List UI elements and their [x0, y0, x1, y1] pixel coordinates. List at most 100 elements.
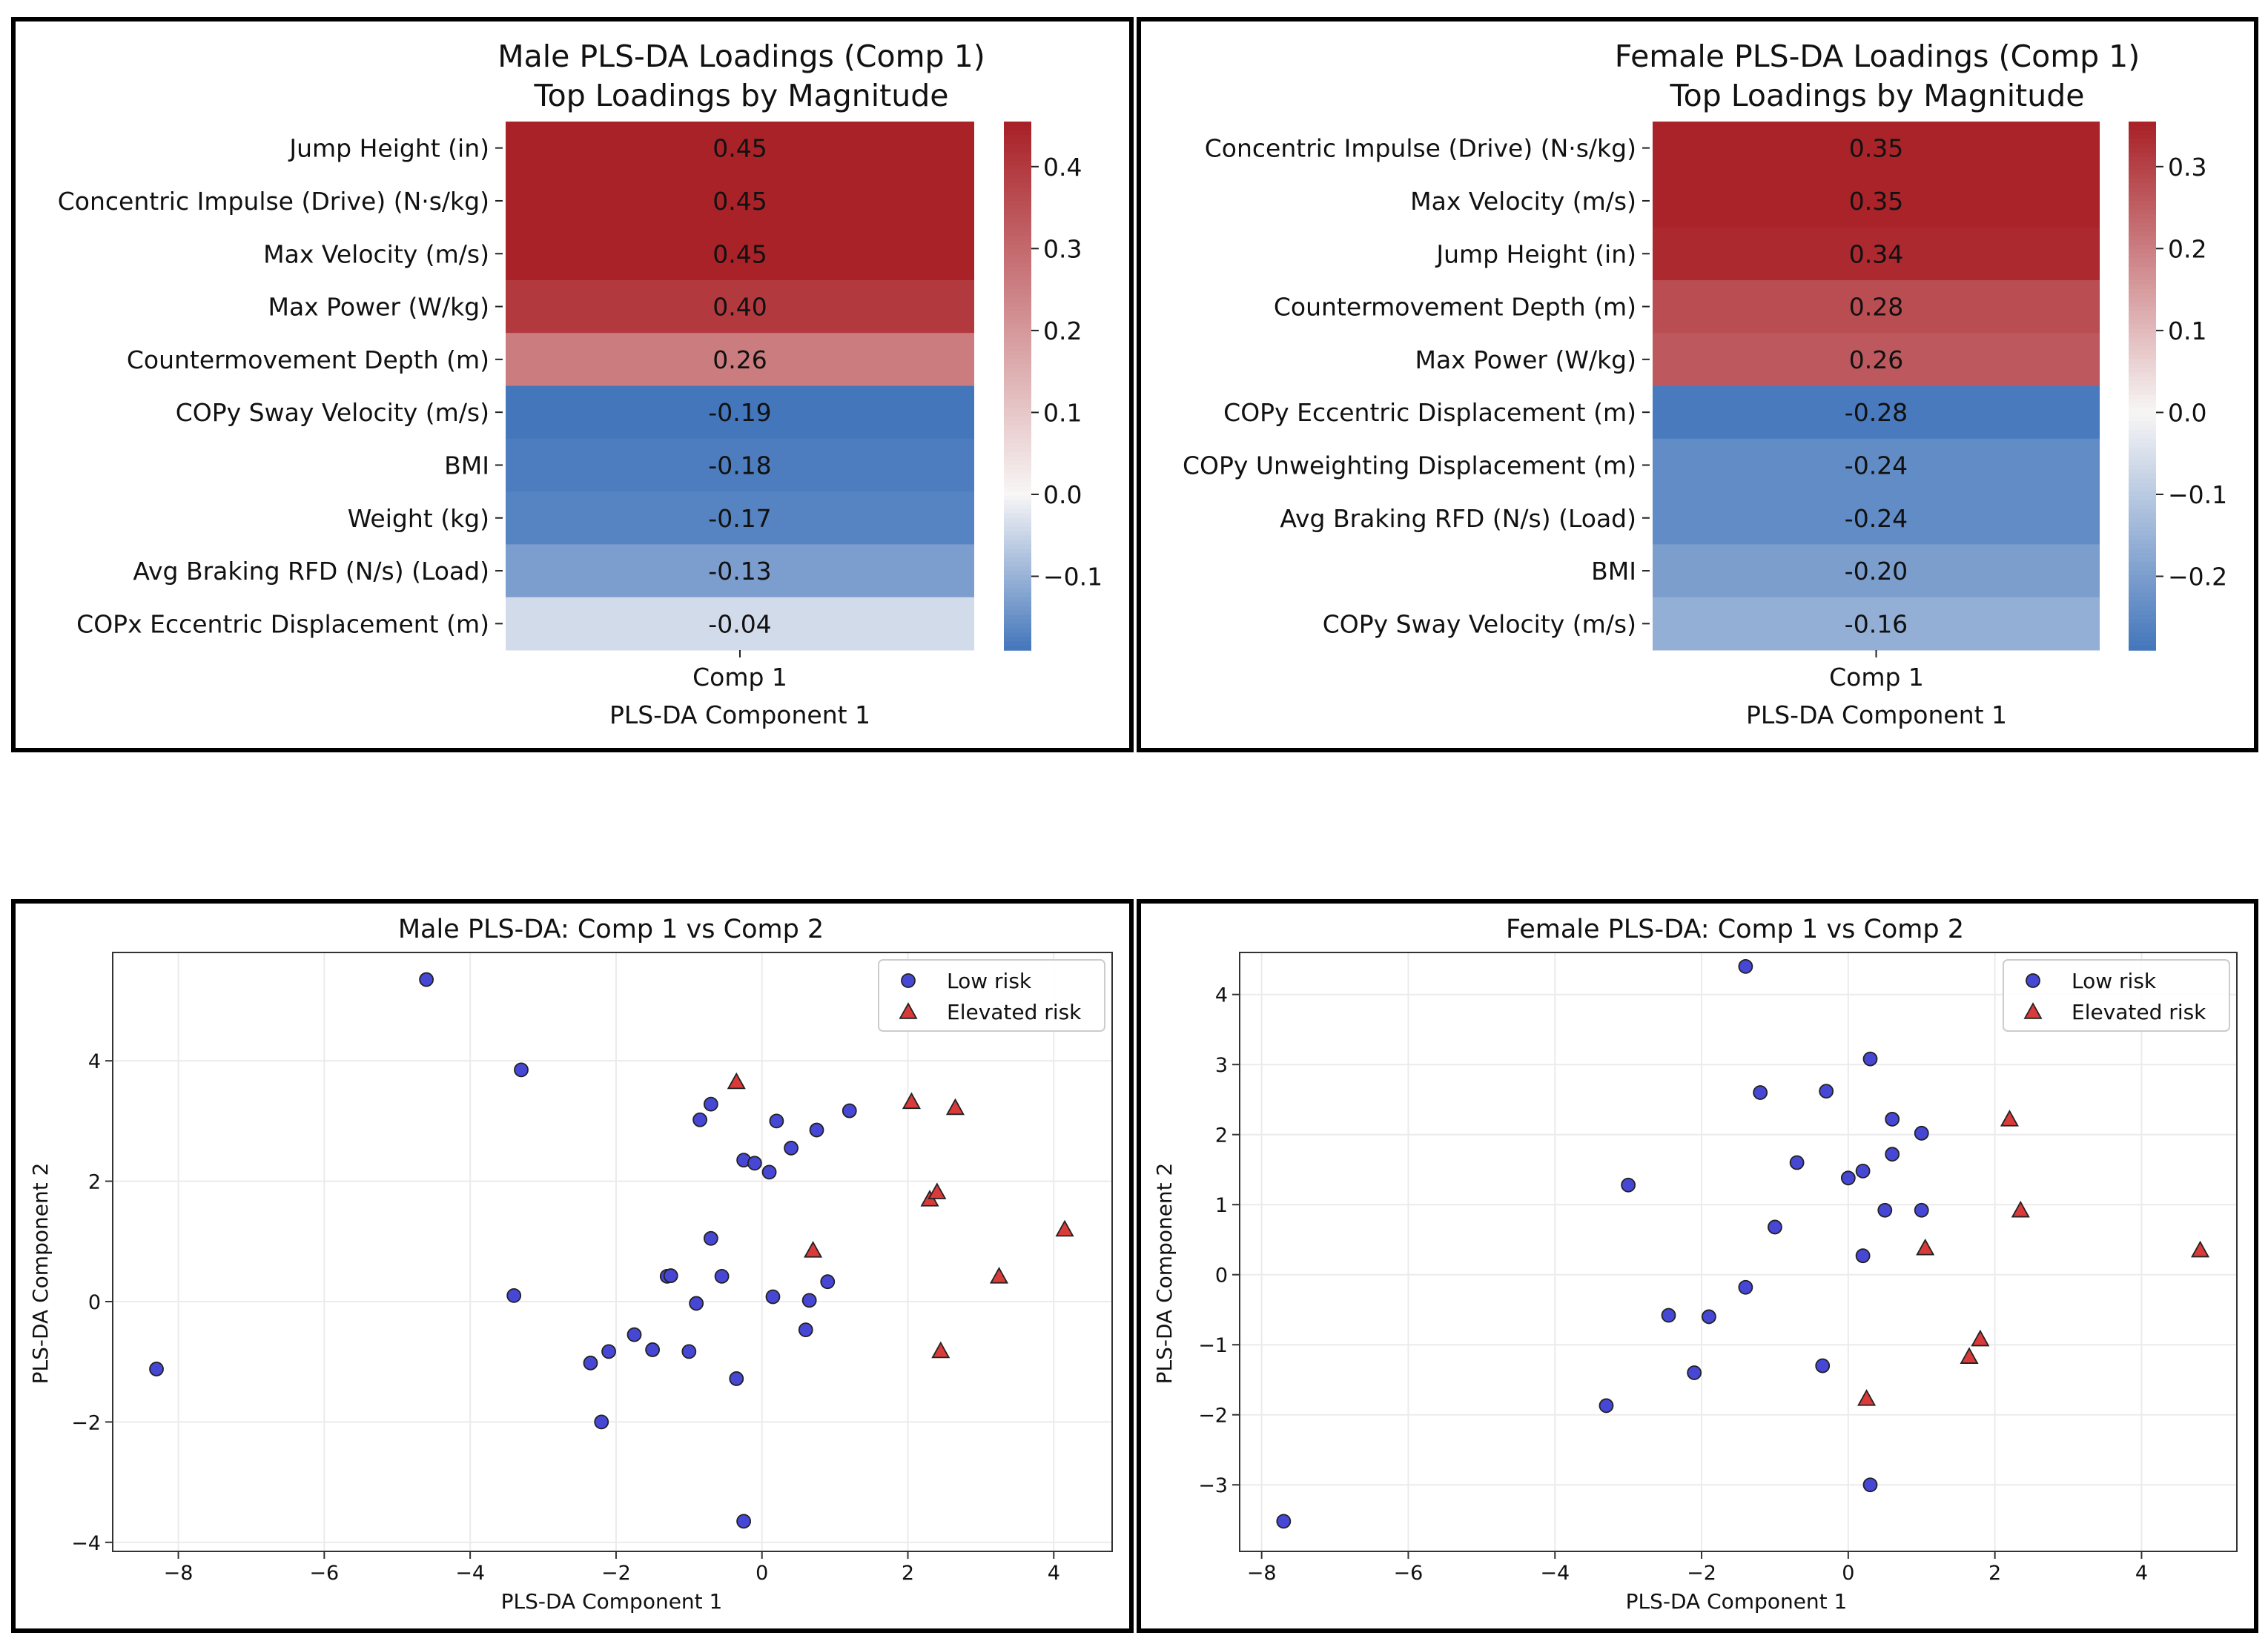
colorbar-tick-label: 0.3 — [2168, 153, 2206, 182]
colorbar-segment — [1004, 443, 1031, 448]
y-tick-label: 2 — [88, 1171, 101, 1194]
colorbar-segment — [1004, 231, 1031, 237]
elevated-risk-point — [1857, 1389, 1877, 1406]
colorbar-segment — [1004, 267, 1031, 272]
colorbar-segment — [2129, 513, 2156, 519]
colorbar-tick-label: −0.1 — [1043, 563, 1102, 591]
low-risk-point — [1862, 1051, 1878, 1067]
low-risk-point — [1702, 1309, 1716, 1325]
male-loadings-panel-frame — [11, 17, 1134, 752]
y-tick-label: −4 — [71, 1532, 101, 1555]
low-risk-point — [1885, 1147, 1900, 1162]
heatmap-xlabel: PLS-DA Component 1 — [609, 700, 870, 729]
colorbar-segment — [1004, 408, 1031, 413]
heatmap-cell — [506, 491, 974, 545]
colorbar-segment — [2129, 429, 2156, 435]
colorbar-segment — [2129, 623, 2156, 629]
colorbar-segment — [1004, 156, 1031, 162]
heatmap-cell — [1653, 385, 2100, 440]
scatter-xlabel: PLS-DA Component 1 — [501, 1589, 723, 1614]
colorbar-segment — [1004, 588, 1031, 594]
heatmap-value-label: 0.35 — [1849, 134, 1903, 163]
colorbar-segment — [2129, 425, 2156, 431]
low-risk-point — [1789, 1155, 1805, 1170]
low-risk-point — [769, 1113, 784, 1129]
heatmap-row-label: Concentric Impulse (Drive) (N·s/kg) — [1205, 134, 1636, 163]
colorbar-segment — [2129, 417, 2156, 422]
colorbar-segment — [1004, 368, 1031, 374]
colorbar-segment — [1004, 504, 1031, 510]
y-tick-label: −2 — [71, 1411, 101, 1434]
colorbar-segment — [1004, 297, 1031, 303]
elevated-risk-point — [1971, 1329, 1990, 1347]
colorbar-segment — [1004, 293, 1031, 299]
low-risk-point — [842, 1103, 857, 1119]
heatmap-cell — [1653, 333, 2100, 386]
y-tick-label: −1 — [1198, 1334, 1228, 1357]
colorbar-tick-label: −0.2 — [2168, 563, 2227, 591]
colorbar-segment — [2129, 143, 2156, 149]
low-risk-point — [784, 1141, 799, 1156]
colorbar-segment — [2129, 412, 2156, 417]
heatmap-row-label: COPy Sway Velocity (m/s) — [1323, 609, 1636, 638]
colorbar-segment — [2129, 522, 2156, 528]
colorbar-segment — [1004, 487, 1031, 492]
x-tick-label: −8 — [164, 1562, 194, 1585]
legend-box — [878, 959, 1105, 1032]
colorbar-segment — [1004, 540, 1031, 546]
colorbar-segment — [1004, 245, 1031, 251]
low-risk-point — [703, 1096, 718, 1112]
heatmap-row-label: COPx Eccentric Displacement (m) — [76, 609, 489, 638]
colorbar-segment — [2129, 179, 2156, 184]
colorbar-segment — [1004, 200, 1031, 206]
low-risk-point — [729, 1371, 744, 1386]
colorbar-segment — [1004, 333, 1031, 338]
colorbar-segment — [2129, 377, 2156, 382]
elevated-risk-point — [928, 1182, 947, 1199]
colorbar-segment — [2129, 491, 2156, 497]
colorbar-tick-label: 0.2 — [2168, 234, 2206, 263]
colorbar-segment — [1004, 425, 1031, 431]
low-risk-point — [798, 1322, 813, 1338]
female-scatter-panel-frame — [1137, 899, 2258, 1633]
heatmap-row-label: COPy Unweighting Displacement (m) — [1183, 451, 1636, 480]
heatmap-row-label: BMI — [1591, 557, 1636, 586]
colorbar-segment — [1004, 592, 1031, 598]
colorbar-segment — [1004, 517, 1031, 523]
colorbar-segment — [1004, 209, 1031, 215]
colorbar-segment — [2129, 610, 2156, 616]
colorbar-segment — [2129, 231, 2156, 237]
low-risk-point — [1738, 1279, 1753, 1295]
colorbar-segment — [2129, 619, 2156, 625]
colorbar-segment — [2129, 170, 2156, 176]
low-risk-point — [765, 1289, 781, 1305]
colorbar-segment — [2129, 293, 2156, 299]
heatmap-row-label: Max Velocity (m/s) — [1410, 187, 1636, 216]
x-tick-label: 4 — [1048, 1562, 1060, 1585]
colorbar-segment — [1004, 236, 1031, 242]
low-risk-point — [1855, 1248, 1871, 1264]
heatmap-value-label: 0.26 — [1849, 345, 1903, 374]
heatmap-row-label: Avg Braking RFD (N/s) (Load) — [1280, 504, 1636, 533]
low-risk-point — [1768, 1219, 1782, 1235]
colorbar-segment — [2129, 637, 2156, 642]
colorbar-segment — [2129, 628, 2156, 634]
colorbar-segment — [2129, 597, 2156, 603]
colorbar-segment — [1004, 434, 1031, 440]
colorbar-segment — [1004, 601, 1031, 607]
low-risk-point — [714, 1268, 730, 1284]
legend-low-risk-marker — [2026, 973, 2040, 988]
colorbar-segment — [1004, 513, 1031, 519]
colorbar-segment — [1004, 372, 1031, 378]
legend-elevated-risk-marker — [899, 1002, 918, 1019]
heatmap-row-label: Concentric Impulse (Drive) (N·s/kg) — [58, 187, 489, 216]
colorbar-segment — [1004, 491, 1031, 497]
low-risk-point — [514, 1062, 529, 1078]
colorbar-segment — [1004, 122, 1031, 127]
colorbar-segment — [1004, 421, 1031, 426]
colorbar-segment — [2129, 165, 2156, 171]
low-risk-point — [1815, 1358, 1831, 1373]
colorbar-segment — [2129, 553, 2156, 559]
colorbar-segment — [2129, 517, 2156, 523]
colorbar-segment — [1004, 526, 1031, 532]
